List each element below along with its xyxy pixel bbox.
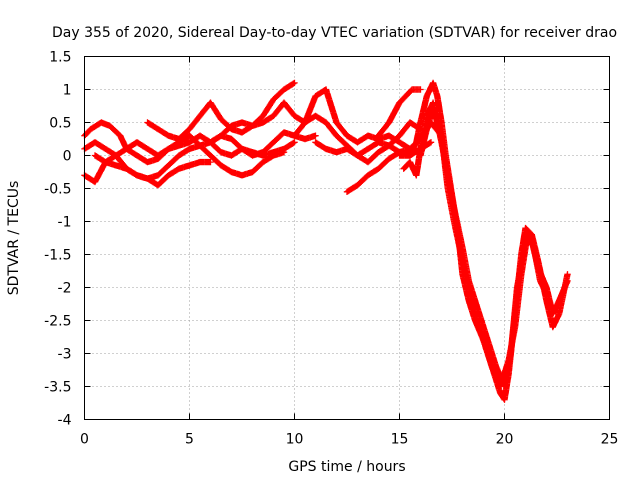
y-tick-label: 0.5: [49, 116, 71, 132]
y-tick-label: -0.5: [44, 182, 71, 198]
y-tick-label: -1: [58, 215, 72, 231]
x-tick-label: 20: [496, 432, 514, 448]
series-arc-10: [375, 86, 424, 139]
x-tick-label: 15: [391, 432, 409, 448]
y-tick-label: -4: [58, 413, 72, 429]
y-tick-label: -1.5: [44, 248, 71, 264]
y-tick-label: -3: [58, 347, 72, 363]
plot-frame: [84, 56, 610, 420]
x-tick-label: 5: [185, 432, 194, 448]
data-series: [81, 79, 571, 403]
y-axis-label: SDTVAR / TECUs: [6, 181, 22, 296]
y-tick-label: 1.5: [49, 50, 71, 66]
series-arc-13: [417, 106, 550, 390]
y-tick-label: -3.5: [44, 380, 71, 396]
x-tick-label: 25: [601, 432, 619, 448]
y-tick-label: -2: [58, 281, 72, 297]
x-tick-label: 0: [80, 432, 89, 448]
y-tick-label: 0: [63, 149, 72, 165]
x-tick-label: 10: [286, 432, 304, 448]
y-tick-label: -2.5: [44, 314, 71, 330]
series-arc-5: [144, 79, 298, 143]
axis-ticks: 0 5 10 15 20 25 1.5 1 0.5 0 -0.5 -1 -1.5 -2 -2.5 -3 -3.5…: [44, 50, 618, 448]
y-tick-label: 1: [63, 83, 72, 99]
x-axis-label: GPS time / hours: [288, 459, 405, 475]
series-arc-8: [312, 119, 424, 166]
chart-title: Day 355 of 2020, Sidereal Day-to-day VTE…: [52, 25, 617, 41]
